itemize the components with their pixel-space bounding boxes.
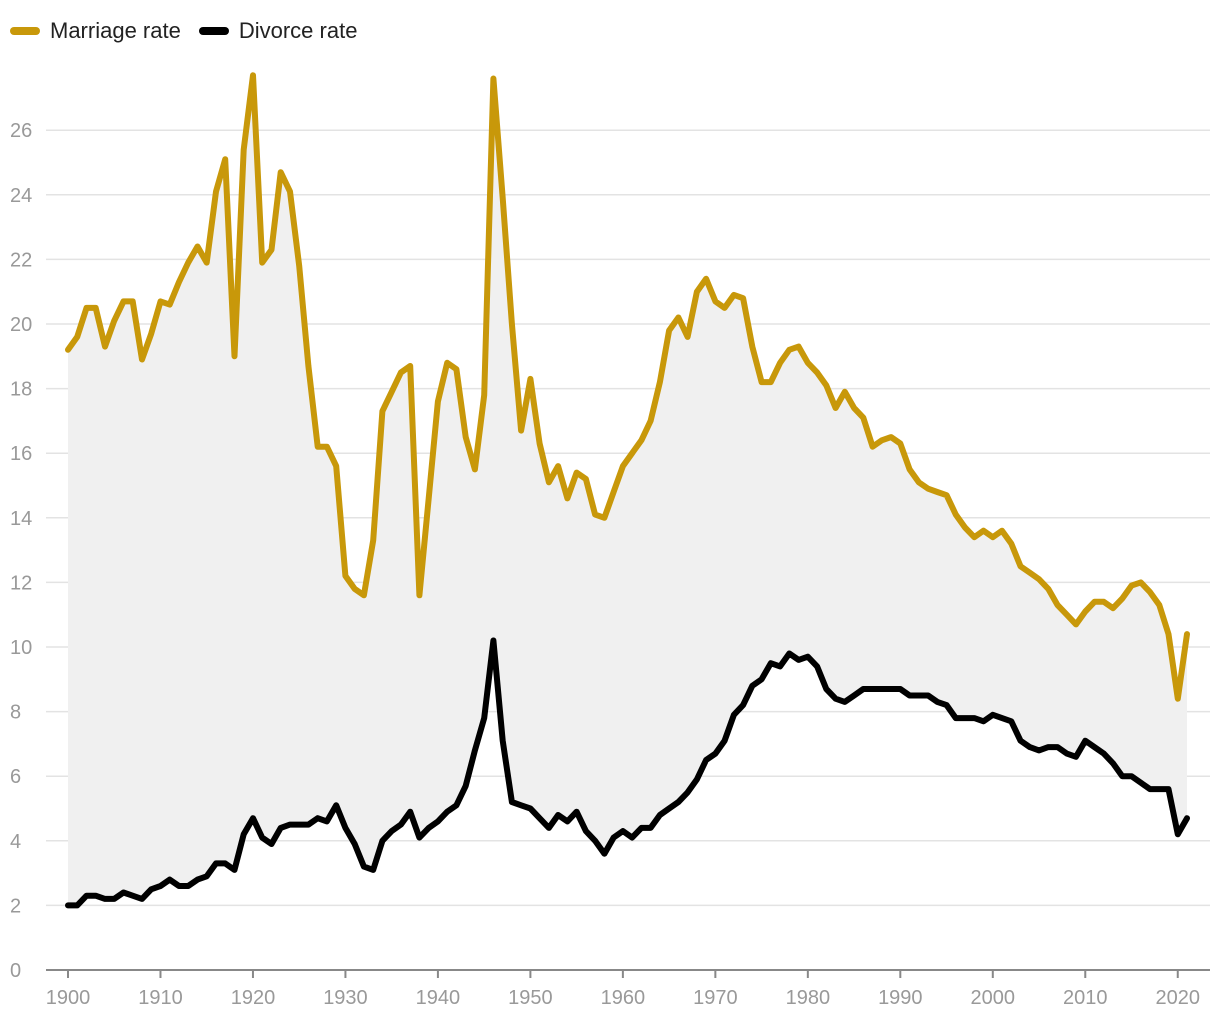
legend-label-marriage: Marriage rate	[50, 18, 181, 43]
series-lines	[65, 72, 1190, 909]
legend-item-divorce: Divorce rate	[198, 18, 358, 44]
y-tick-label: 20	[10, 314, 32, 336]
x-tick-label: 2020	[1156, 987, 1201, 1009]
y-tick-label: 22	[10, 249, 32, 271]
divorce-rate-line	[65, 637, 1190, 909]
legend-swatch-divorce	[198, 27, 229, 35]
y-tick-label: 14	[10, 508, 32, 530]
y-tick-label: 0	[10, 960, 21, 982]
legend-item-marriage: Marriage rate	[10, 18, 181, 44]
x-tick-label: 1970	[693, 987, 738, 1009]
x-tick-label: 1910	[138, 987, 183, 1009]
x-tick-label: 1980	[786, 987, 831, 1009]
y-tick-label: 6	[10, 766, 21, 788]
y-tick-label: 4	[10, 831, 21, 853]
chart-legend: Marriage rate Divorce rate	[10, 18, 357, 44]
y-tick-label: 24	[10, 185, 32, 207]
legend-label-divorce: Divorce rate	[238, 18, 358, 43]
y-tick-label: 26	[10, 120, 32, 142]
x-tick-label: 2010	[1063, 987, 1108, 1009]
y-tick-label: 16	[10, 443, 32, 465]
x-tick-label: 2000	[971, 987, 1016, 1009]
x-tick-label: 1920	[231, 987, 276, 1009]
x-tick-label: 1930	[323, 987, 368, 1009]
y-tick-label: 18	[10, 379, 32, 401]
y-tick-label: 8	[10, 702, 21, 724]
x-tick-label: 1990	[878, 987, 923, 1009]
x-tick-label: 1900	[46, 987, 91, 1009]
y-tick-label: 12	[10, 572, 32, 594]
x-tick-label: 1950	[508, 987, 553, 1009]
x-tick-label: 1940	[416, 987, 461, 1009]
y-tick-label: 2	[10, 895, 21, 917]
legend-swatch-marriage	[10, 27, 40, 35]
marriage-rate-line	[65, 72, 1190, 702]
gap-fill-area	[68, 75, 1187, 906]
x-tick-label: 1960	[601, 987, 646, 1009]
y-tick-label: 10	[10, 637, 32, 659]
